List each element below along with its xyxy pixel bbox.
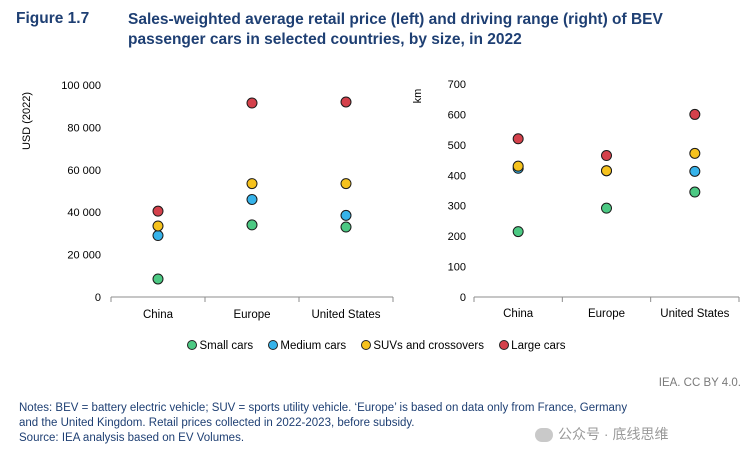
data-point-medium (340, 209, 352, 221)
y-tick-label: 0 (460, 292, 466, 304)
legend-item-medium: Medium cars (268, 339, 347, 352)
legend-item-large: Large cars (499, 339, 566, 352)
data-point-suv (689, 147, 701, 159)
y-tick-label: 500 (448, 140, 466, 152)
y-tick-label: 700 (448, 79, 466, 91)
watermark-text: 公众号 · 底线思维 (558, 426, 669, 442)
y-tick-label: 600 (448, 109, 466, 121)
data-point-large (152, 205, 164, 217)
legend-label: Large cars (511, 340, 566, 352)
y-tick-label: 80 000 (67, 122, 101, 134)
legend-dot-icon (187, 339, 198, 350)
legend-item-suv: SUVs and crossovers (361, 339, 484, 352)
data-point-small (601, 202, 612, 214)
x-category-label: United States (311, 309, 380, 321)
watermark: 公众号 · 底线思维 (535, 424, 668, 444)
data-point-small (152, 273, 164, 285)
y-axis-label: USD (2022) (21, 92, 33, 150)
y-tick-label: 40 000 (67, 207, 101, 219)
data-point-medium (246, 193, 258, 205)
data-point-large (601, 150, 612, 162)
data-point-medium (689, 165, 701, 177)
data-point-suv (601, 165, 612, 177)
y-tick-label: 60 000 (67, 165, 101, 177)
notes: Notes: BEV = battery electric vehicle; S… (19, 401, 719, 446)
figure-label: Figure 1.7 (16, 10, 90, 27)
source-line: Source: IEA analysis based on EV Volumes… (19, 432, 245, 444)
y-tick-label: 400 (448, 170, 466, 182)
x-category-label: Europe (233, 309, 270, 321)
credit-text: IEA. CC BY 4.0. (658, 377, 741, 389)
notes-line: Notes: BEV = battery electric vehicle; S… (19, 402, 628, 414)
legend-dot-icon (361, 339, 372, 350)
legend: Small cars Medium cars SUVs and crossove… (0, 339, 753, 352)
y-tick-label: 100 (448, 262, 466, 274)
legend-label: Medium cars (280, 340, 347, 352)
y-tick-label: 200 (448, 231, 466, 243)
legend-dot-icon (268, 339, 279, 350)
data-point-small (512, 226, 524, 238)
data-point-small (246, 219, 258, 231)
legend-item-small: Small cars (187, 339, 254, 352)
data-point-small (689, 186, 701, 198)
chart-area: 0 20 000 40 000 60 000 80 000 100 000 USD (202… (21, 79, 740, 321)
data-point-large (246, 97, 258, 109)
x-category-label: China (503, 308, 534, 320)
y-axis-label: km (412, 89, 424, 104)
data-point-medium (152, 230, 164, 242)
legend-label: SUVs and crossovers (373, 340, 484, 352)
data-point-large (689, 108, 701, 120)
y-tick-label: 300 (448, 201, 466, 213)
data-point-suv (512, 160, 524, 172)
x-category-label: Europe (588, 308, 625, 320)
wechat-icon (535, 428, 553, 443)
data-point-large (512, 133, 524, 145)
y-tick-label: 20 000 (67, 250, 101, 262)
y-tick-label: 100 000 (61, 80, 101, 92)
data-point-suv (340, 178, 352, 190)
y-tick-label: 0 (95, 292, 101, 304)
x-category-label: China (143, 309, 174, 321)
x-category-label: United States (660, 308, 729, 320)
data-point-large (340, 96, 352, 108)
data-point-suv (246, 178, 258, 190)
notes-line: and the United Kingdom. Retail prices co… (19, 417, 415, 429)
figure-title: Sales-weighted average retail price (lef… (128, 11, 663, 48)
data-point-small (340, 221, 352, 233)
legend-label: Small cars (199, 340, 254, 352)
legend-dot-icon (499, 339, 510, 350)
data-point-suv (152, 220, 164, 232)
